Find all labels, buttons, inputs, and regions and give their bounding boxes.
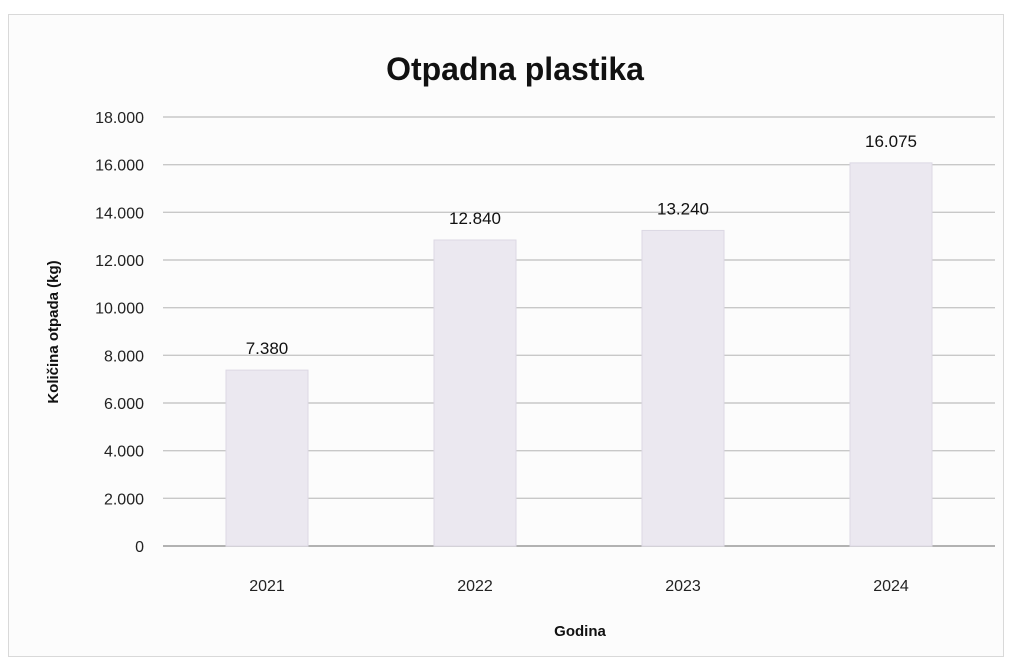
y-tick-label: 6.000 — [104, 396, 144, 413]
y-tick-label: 8.000 — [104, 348, 144, 365]
chart-title: Otpadna plastika — [386, 51, 644, 87]
x-axis-ticks: 2021 2022 2023 2024 — [249, 578, 909, 595]
bar — [641, 229, 725, 547]
x-tick-label: 2023 — [665, 578, 701, 595]
y-axis-ticks: 0 2.000 4.000 6.000 8.000 10.000 12.000 14.000 1… — [95, 110, 144, 556]
x-tick-label: 2024 — [873, 578, 909, 595]
bars — [225, 162, 933, 547]
y-tick-label: 4.000 — [104, 444, 144, 461]
data-label: 16.075 — [865, 132, 917, 151]
y-tick-label: 2.000 — [104, 491, 144, 508]
x-tick-label: 2022 — [457, 578, 493, 595]
x-axis-title: Godina — [554, 623, 606, 640]
data-label: 7.380 — [246, 339, 289, 358]
y-axis-title: Količina otpada (kg) — [45, 260, 62, 403]
bar — [225, 369, 309, 547]
data-label: 12.840 — [449, 209, 501, 228]
y-tick-label: 16.000 — [95, 158, 144, 175]
y-tick-label: 10.000 — [95, 301, 144, 318]
y-tick-label: 12.000 — [95, 253, 144, 270]
y-tick-label: 0 — [135, 539, 144, 556]
x-tick-label: 2021 — [249, 578, 285, 595]
y-tick-label: 18.000 — [95, 110, 144, 127]
data-label: 13.240 — [657, 199, 709, 218]
bar — [849, 162, 933, 547]
y-tick-label: 14.000 — [95, 205, 144, 222]
bar — [433, 239, 517, 547]
data-labels: 7.380 12.840 13.240 16.075 — [246, 132, 917, 358]
